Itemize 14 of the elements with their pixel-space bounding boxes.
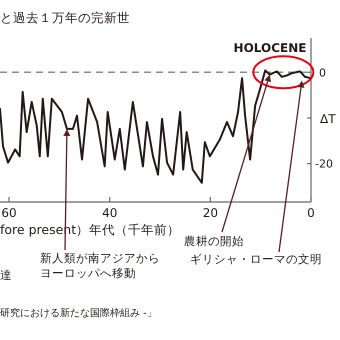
y-axis-title: ΔT <box>320 112 336 126</box>
annotation: 研究における新たな国際枠組み -」 <box>0 308 157 319</box>
x-tick-label: 20 <box>202 206 218 220</box>
annotation: 達 <box>0 268 12 282</box>
annotation: 農耕の開始 <box>184 234 244 248</box>
chart-title: と過去１万年の完新世 <box>0 10 130 25</box>
x-tick-label: 40 <box>102 206 118 220</box>
annotation: HOLOCENE <box>234 41 306 55</box>
x-tick-label: 0 <box>307 206 315 220</box>
x-tick-label: 60 <box>1 206 17 220</box>
annotation: ギリシャ・ローマの文明 <box>190 252 322 266</box>
line-series <box>0 69 312 184</box>
annotation: 新人類が南アジアからヨーロッパへ移動 <box>40 251 160 280</box>
y-tick-label: -20 <box>315 158 333 171</box>
